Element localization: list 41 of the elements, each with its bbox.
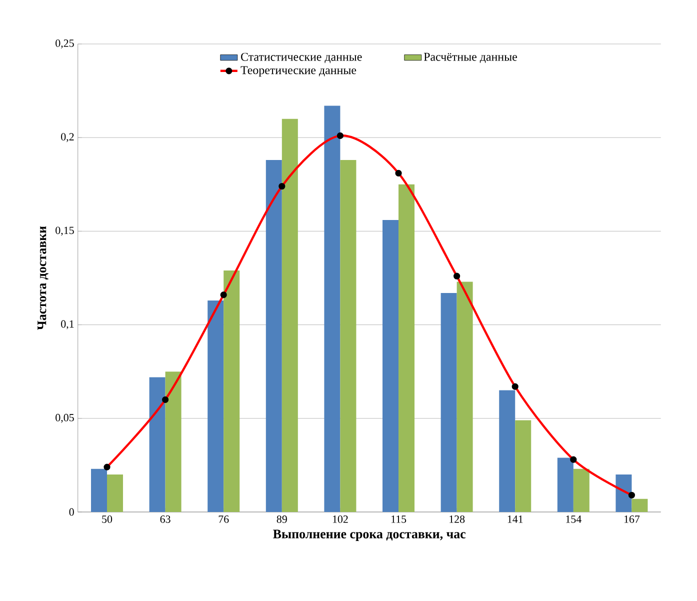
bar <box>382 220 399 512</box>
bar <box>573 468 590 512</box>
bar <box>208 300 224 512</box>
y-tick-label: 0,05 <box>56 414 74 423</box>
y-tick-label: 0,2 <box>61 133 74 142</box>
y-tick-label: 0,15 <box>56 226 74 236</box>
bar <box>398 184 415 512</box>
x-tick-label: 89 <box>276 516 287 523</box>
bar <box>616 474 632 512</box>
x-tick-label: 50 <box>102 516 112 523</box>
bar <box>557 458 574 512</box>
y-axis-title: Частота доставки <box>38 226 48 330</box>
bar <box>266 160 282 512</box>
bar <box>91 468 108 512</box>
x-tick-label: 167 <box>624 516 640 523</box>
legend-label: Теоретические данные <box>240 66 356 77</box>
bar <box>632 498 648 512</box>
x-axis-title: Выполнение срока доставки, час <box>273 530 466 541</box>
bar <box>440 292 457 512</box>
bar <box>515 420 532 512</box>
x-tick-label: 128 <box>450 516 465 523</box>
bar <box>499 390 516 512</box>
bar <box>456 282 473 512</box>
y-tick-label: 0 <box>69 508 74 516</box>
y-tick-label: 0,25 <box>56 40 74 48</box>
x-tick-label: 154 <box>566 516 582 523</box>
legend-label: Статистические данные <box>241 52 362 64</box>
legend-label: Расчётные данные <box>424 52 517 64</box>
x-tick-label: 115 <box>391 516 406 523</box>
x-tick-label: 63 <box>160 516 170 523</box>
y-tick-label: 0,1 <box>61 320 74 330</box>
bar <box>340 160 356 512</box>
x-tick-label: 102 <box>332 516 348 523</box>
bar <box>282 118 298 512</box>
bar <box>224 270 240 512</box>
bar <box>324 106 340 512</box>
bar <box>149 377 166 512</box>
bar <box>107 474 124 512</box>
bar <box>165 372 182 512</box>
x-tick-label: 141 <box>508 516 523 523</box>
x-tick-label: 76 <box>218 516 229 523</box>
